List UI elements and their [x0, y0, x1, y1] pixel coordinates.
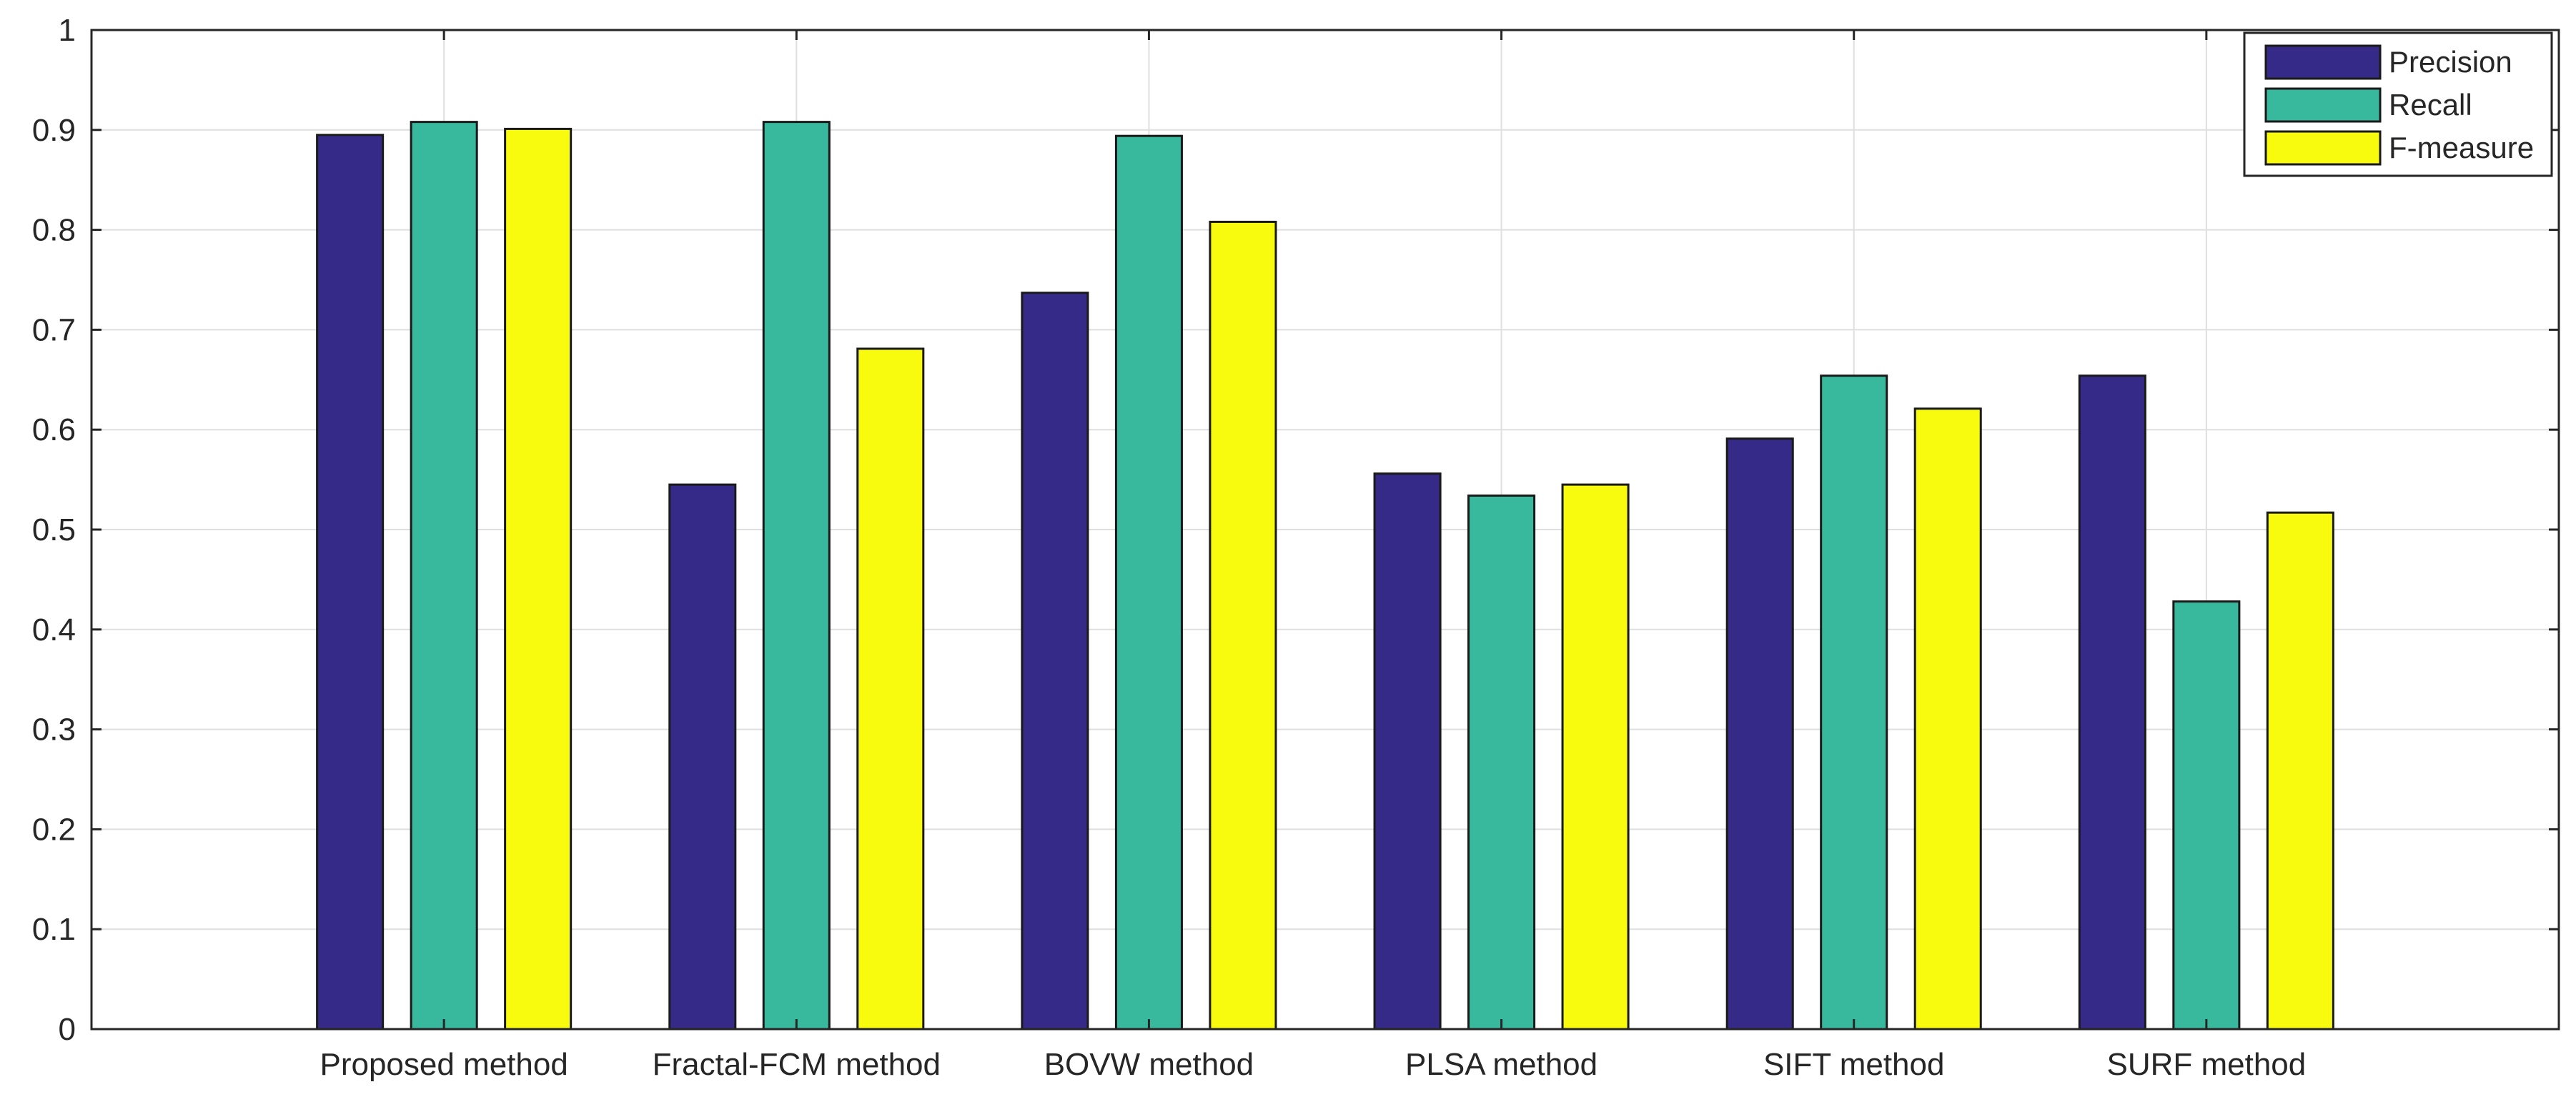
bar-precision — [2078, 374, 2146, 1031]
bar-f-measure — [856, 347, 925, 1031]
legend-swatch — [2264, 44, 2382, 80]
x-tick-labels: Proposed method Fractal-FCM method BOVW me… — [319, 1047, 2306, 1082]
y-tick-label: 0.5 — [32, 512, 76, 547]
bar-f-measure — [504, 127, 573, 1031]
bar-precision — [316, 134, 385, 1031]
bar-recall — [1820, 374, 1888, 1031]
legend-label: Precision — [2389, 45, 2512, 79]
bar-precision — [1725, 437, 1794, 1031]
axes — [90, 29, 2560, 1031]
legend-label: F-measure — [2389, 131, 2534, 164]
legend: Precision Recall F-measure — [2243, 31, 2553, 177]
y-tick-label: 0.3 — [32, 713, 76, 748]
x-tick-label: SURF method — [2106, 1047, 2306, 1082]
x-tick-label: Proposed method — [319, 1047, 568, 1082]
y-tick-label: 0.2 — [32, 812, 76, 847]
y-tick-label: 0.7 — [32, 312, 76, 347]
bars — [316, 121, 2334, 1031]
y-tick-label: 0.9 — [32, 113, 76, 148]
bar-f-measure — [1561, 483, 1630, 1031]
x-tick-label: SIFT method — [1763, 1047, 1945, 1082]
bar-f-measure — [1209, 220, 1277, 1031]
grid-lines — [91, 30, 2559, 1029]
y-tick-label: 1 — [59, 13, 76, 48]
bar-precision — [668, 483, 737, 1031]
legend-swatch — [2264, 130, 2382, 166]
x-tick-label: Fractal-FCM method — [653, 1047, 941, 1082]
bar-recall — [1114, 134, 1183, 1031]
bar-recall — [2172, 600, 2241, 1031]
y-tick-labels: 0 0.1 0.2 0.3 0.4 0.5 0.6 0.7 0.8 0.9 1 — [32, 13, 76, 1047]
y-tick-label: 0.1 — [32, 912, 76, 947]
bar-recall — [410, 121, 478, 1031]
y-tick-label: 0.8 — [32, 213, 76, 248]
y-tick-label: 0.6 — [32, 412, 76, 447]
y-tick-label: 0.4 — [32, 612, 76, 647]
bar-precision — [1373, 472, 1442, 1031]
x-tick-label: BOVW method — [1044, 1047, 1254, 1082]
legend-label: Recall — [2389, 88, 2472, 121]
bar-recall — [762, 121, 831, 1031]
bar-f-measure — [2266, 511, 2334, 1031]
y-tick-label: 0 — [59, 1012, 76, 1047]
x-tick-label: PLSA method — [1405, 1047, 1597, 1082]
legend-swatch — [2264, 87, 2382, 123]
bar-f-measure — [1913, 407, 1982, 1031]
bar-precision — [1021, 292, 1089, 1031]
bar-recall — [1467, 494, 1536, 1031]
